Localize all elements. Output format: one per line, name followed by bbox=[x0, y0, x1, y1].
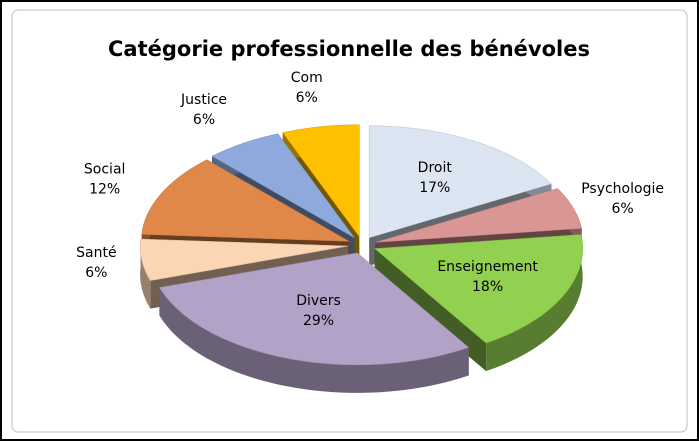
slice-label: Psychologie bbox=[581, 181, 664, 197]
slice-side bbox=[140, 239, 151, 309]
slice-label: Divers bbox=[296, 293, 341, 309]
slice-label: Com bbox=[291, 70, 323, 86]
slice-label: Social bbox=[84, 161, 126, 177]
slice-label: Enseignement bbox=[437, 259, 538, 275]
slice-label: Droit bbox=[418, 160, 453, 176]
slice bbox=[141, 159, 350, 242]
slice-value-label: 6% bbox=[193, 112, 215, 128]
slice-label: Santé bbox=[76, 245, 116, 261]
slice-side bbox=[486, 234, 583, 372]
slice-value-label: 12% bbox=[89, 181, 120, 197]
slice bbox=[159, 252, 470, 366]
slice bbox=[375, 188, 582, 243]
slice bbox=[282, 124, 360, 238]
slice-value-label: 18% bbox=[472, 279, 503, 295]
slice bbox=[368, 125, 552, 239]
slice-value-label: 29% bbox=[303, 313, 334, 329]
slice-value-label: 6% bbox=[611, 201, 633, 217]
slice-value-label: 17% bbox=[419, 180, 450, 196]
chart-title: Catégorie professionnelle des bénévoles bbox=[108, 37, 590, 61]
slice-value-label: 6% bbox=[296, 90, 318, 106]
slice bbox=[374, 234, 583, 344]
slice-side bbox=[159, 287, 469, 393]
slice bbox=[139, 238, 349, 281]
slice-value-label: 6% bbox=[85, 265, 107, 281]
pie: Droit 17% Psychologie 6% Enseignement 18% Dive… bbox=[76, 70, 664, 393]
slice bbox=[211, 133, 355, 239]
slice-label: Justice bbox=[180, 92, 227, 108]
